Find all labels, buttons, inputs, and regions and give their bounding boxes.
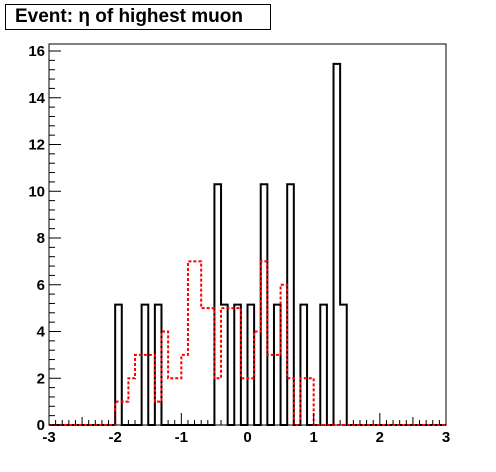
y-tick-label: 10: [28, 183, 45, 200]
x-tick-label: 1: [309, 429, 317, 446]
y-tick-label: 12: [28, 137, 45, 154]
chart-title: Event: η of highest muon: [5, 4, 271, 30]
x-tick-label: -1: [175, 429, 188, 446]
y-tick-label: 6: [37, 277, 45, 294]
y-tick-label: 14: [28, 90, 45, 107]
x-tick-label: 0: [243, 429, 251, 446]
y-tick-label: 4: [37, 324, 46, 341]
x-tick-label: 3: [442, 429, 450, 446]
x-tick-label: 2: [376, 429, 384, 446]
x-tick-label: -2: [108, 429, 121, 446]
y-tick-label: 8: [37, 230, 45, 247]
series-dashed-red: [49, 260, 446, 426]
x-tick-label: -3: [42, 429, 55, 446]
y-tick-label: 2: [37, 370, 45, 387]
series-solid-black: [49, 62, 446, 426]
series-layer: [49, 62, 446, 426]
y-tick-label: 0: [37, 417, 45, 434]
y-tick-label: 16: [28, 43, 45, 60]
